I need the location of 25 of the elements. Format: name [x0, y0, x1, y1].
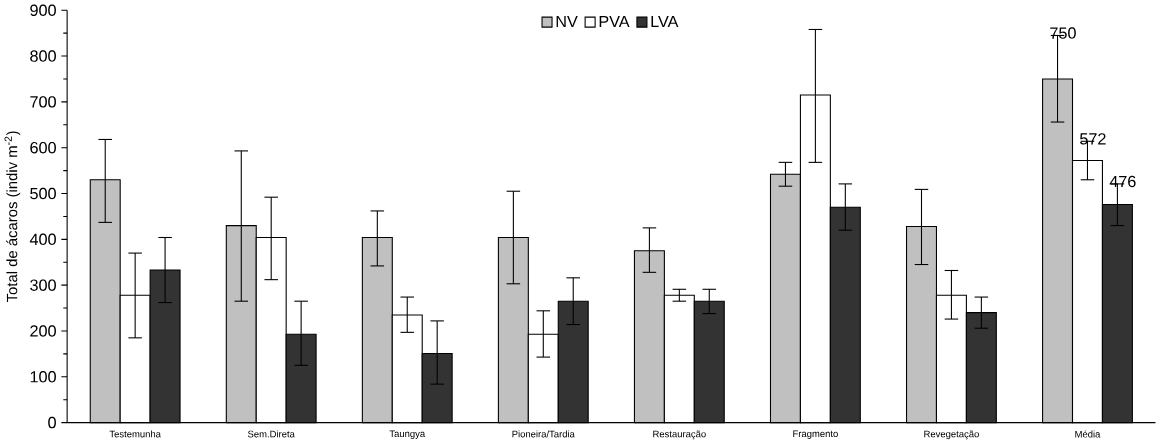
- y-tick-label: 500: [30, 187, 56, 200]
- x-tick-label: Revegetação: [924, 430, 979, 440]
- y-tick-label: 100: [30, 371, 56, 383]
- legend-label: PVA: [599, 16, 630, 28]
- y-tick-label: 600: [30, 142, 56, 154]
- y-tick-label: 900: [30, 4, 56, 17]
- x-tick-label: Sem.Direta: [247, 430, 295, 438]
- x-tick-label: Testemunha: [109, 430, 161, 438]
- legend-label: LVA: [651, 16, 679, 28]
- y-tick-label: 200: [30, 325, 56, 337]
- legend-label: NV: [556, 16, 578, 28]
- y-axis-title: Total de ácaros (indiv m$^{-2}$): [4, 131, 21, 303]
- x-tick-label: Fragmento: [793, 430, 838, 440]
- y-tick-label: 0: [48, 416, 56, 429]
- data-label: 572: [1080, 133, 1106, 145]
- y-tick-label: 300: [30, 279, 56, 292]
- x-tick-label: Pioneira/Tardia: [512, 430, 575, 438]
- y-tick-label: 700: [30, 96, 56, 108]
- data-label: 476: [1109, 175, 1136, 188]
- data-label: 750: [1050, 27, 1076, 39]
- x-tick-label: Restauração: [653, 430, 706, 440]
- x-tick-label: Taungya: [389, 430, 426, 440]
- x-tick-label: Média: [1075, 430, 1101, 438]
- y-tick-label: 800: [30, 50, 56, 62]
- y-tick-label: 400: [29, 233, 56, 246]
